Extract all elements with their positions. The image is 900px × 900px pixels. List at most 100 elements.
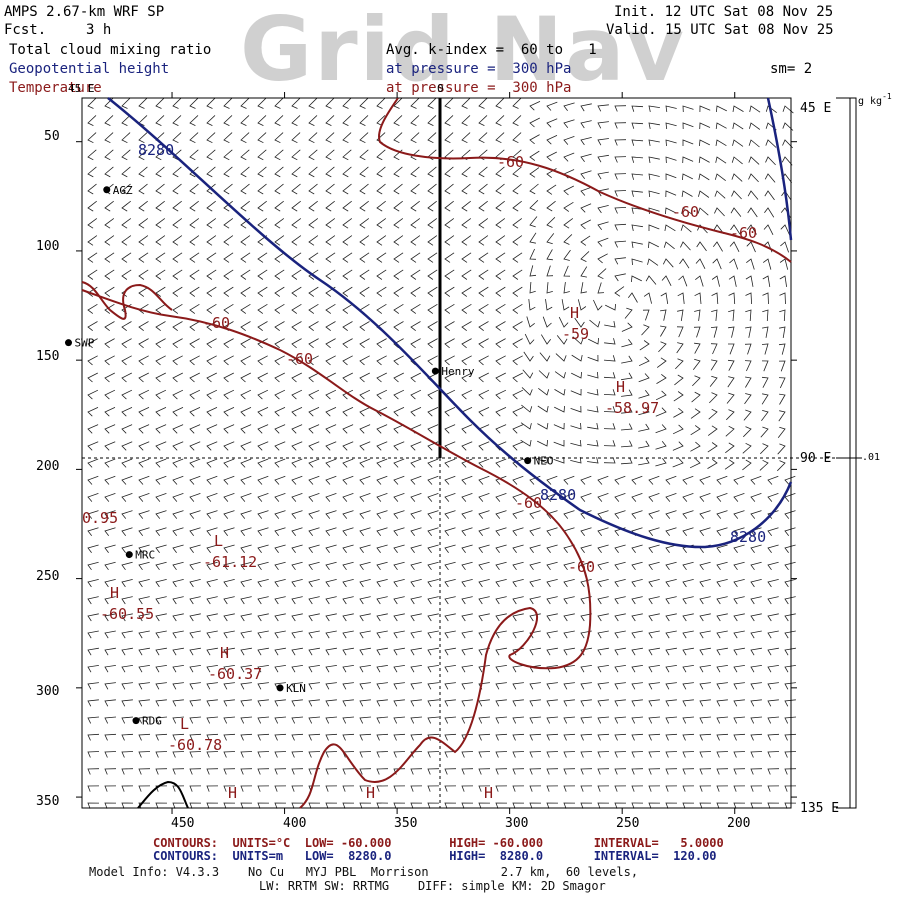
wind-barb	[682, 665, 694, 673]
colorbar-unit: g kg-1	[858, 92, 892, 107]
wind-barb	[709, 392, 718, 404]
wind-barb	[563, 136, 575, 145]
wind-barb	[546, 682, 558, 690]
wind-barb	[728, 292, 736, 305]
wind-barb	[631, 493, 643, 502]
wind-barb	[587, 371, 599, 379]
wind-barb	[223, 200, 233, 212]
wind-barb	[172, 183, 182, 195]
wind-barb	[189, 200, 199, 212]
wind-barb	[580, 527, 592, 536]
wind-barb	[223, 389, 235, 400]
wind-barb	[257, 665, 269, 673]
wind-barb	[223, 407, 235, 417]
wind-barb	[240, 630, 252, 639]
wind-barb	[743, 409, 752, 421]
wind-barb	[597, 665, 609, 673]
wind-barb	[648, 510, 660, 519]
wind-barb	[206, 768, 219, 775]
wind-barb	[648, 596, 660, 605]
wind-barb	[587, 440, 599, 447]
wind-barb	[240, 166, 250, 178]
wind-barb	[672, 458, 684, 468]
wind-barb	[665, 785, 678, 792]
wind-barb	[359, 613, 371, 622]
wind-barb	[461, 252, 472, 263]
wind-barb	[639, 340, 650, 351]
wind-barb	[189, 751, 202, 758]
wind-barb	[512, 303, 523, 314]
wind-barb	[308, 441, 320, 451]
wind-barb	[697, 224, 708, 234]
wind-barb	[138, 218, 149, 229]
wind-barb	[240, 424, 252, 434]
wind-barb	[750, 579, 762, 588]
wind-barb	[563, 510, 575, 519]
wind-barb	[680, 241, 691, 251]
wind-barb	[393, 802, 406, 809]
wind-barb	[563, 768, 576, 775]
wind-barb	[342, 355, 353, 366]
wind-barb	[206, 355, 217, 366]
wind-barb	[546, 151, 557, 162]
wind-barb	[393, 389, 405, 400]
wind-barb	[750, 802, 763, 809]
wind-barb	[699, 561, 711, 571]
wind-barb	[257, 475, 269, 485]
wind-barb	[695, 258, 706, 269]
wind-barb	[410, 321, 421, 332]
high-marker-1: H	[570, 304, 579, 322]
wind-barb	[614, 647, 626, 656]
wind-barb	[308, 475, 320, 485]
wind-barb	[308, 355, 319, 366]
wind-barb	[529, 216, 538, 228]
wind-barb	[427, 286, 438, 297]
wind-barb	[561, 299, 570, 311]
wind-barb	[777, 443, 786, 455]
wind-barb	[104, 579, 116, 588]
wind-barb	[257, 510, 269, 519]
wind-barb	[308, 579, 320, 588]
wind-barb	[393, 613, 405, 622]
wind-barb	[87, 613, 99, 622]
wind-barb	[444, 699, 456, 707]
wind-barb	[580, 751, 593, 758]
wind-barb	[274, 252, 285, 263]
wind-barb	[325, 579, 337, 588]
wind-barb	[376, 183, 386, 195]
wind-barb	[155, 441, 167, 451]
wind-barb	[274, 321, 285, 332]
wind-barb	[325, 561, 337, 571]
wind-barb	[155, 751, 168, 758]
wind-barb	[240, 716, 253, 724]
wind-barb	[104, 699, 116, 707]
wind-barb	[461, 372, 472, 383]
wind-barb	[444, 630, 456, 639]
wind-barb	[512, 132, 522, 144]
wind-barb	[461, 269, 472, 280]
wind-barb	[614, 802, 627, 809]
wind-barb	[724, 459, 735, 470]
wind-barb	[759, 459, 769, 471]
wind-barb	[223, 338, 234, 349]
wind-barb	[478, 286, 489, 297]
wind-barb	[87, 218, 98, 229]
wind-barb	[614, 613, 626, 622]
wind-barb	[274, 510, 286, 519]
wind-barb	[580, 544, 592, 554]
wind-barb	[784, 510, 796, 519]
wind-barb	[427, 166, 437, 178]
wind-barb	[767, 768, 780, 775]
wind-barb	[257, 699, 269, 707]
wind-barb	[714, 207, 725, 217]
wind-barb	[779, 326, 786, 338]
wind-barb	[512, 493, 524, 502]
wind-barb	[155, 596, 167, 605]
wind-barb	[444, 751, 457, 758]
wind-barb	[342, 475, 354, 485]
wind-barb	[223, 630, 235, 639]
wind-barb	[104, 544, 116, 554]
wind-barb	[342, 321, 353, 332]
wind-barb	[393, 561, 405, 571]
low-value-1: -61.12	[203, 553, 257, 571]
